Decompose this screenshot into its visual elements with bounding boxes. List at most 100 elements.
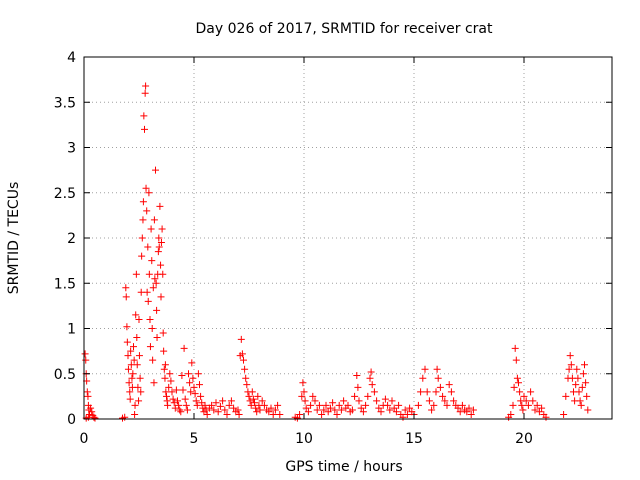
data-point bbox=[142, 184, 150, 192]
data-point bbox=[254, 392, 262, 400]
data-point bbox=[519, 406, 527, 414]
data-point bbox=[81, 350, 89, 358]
data-point bbox=[329, 399, 337, 407]
data-point bbox=[524, 401, 532, 409]
data-point bbox=[91, 414, 99, 422]
x-tick-label: 10 bbox=[295, 431, 313, 447]
data-point bbox=[126, 395, 134, 403]
data-point bbox=[180, 344, 188, 352]
data-point bbox=[450, 397, 458, 405]
y-tick-label: 3.5 bbox=[54, 95, 76, 111]
data-point bbox=[520, 392, 528, 400]
data-point bbox=[221, 406, 229, 414]
data-point bbox=[445, 381, 453, 389]
data-point bbox=[237, 335, 245, 343]
data-point bbox=[150, 379, 158, 387]
data-point bbox=[512, 356, 520, 364]
data-point bbox=[403, 410, 411, 418]
data-point bbox=[131, 401, 139, 409]
data-point bbox=[432, 388, 440, 396]
data-point bbox=[175, 401, 183, 409]
data-point bbox=[163, 392, 170, 400]
data-point bbox=[256, 406, 264, 414]
data-point bbox=[161, 361, 169, 369]
data-point bbox=[414, 401, 422, 409]
data-point bbox=[362, 401, 370, 409]
data-point bbox=[149, 284, 157, 292]
data-point bbox=[161, 374, 169, 382]
data-point bbox=[370, 388, 378, 396]
data-point bbox=[576, 397, 584, 405]
data-point bbox=[531, 406, 539, 414]
data-point bbox=[298, 392, 306, 400]
data-point bbox=[301, 397, 309, 405]
data-point bbox=[214, 408, 222, 416]
data-point bbox=[518, 401, 526, 409]
data-point bbox=[368, 381, 376, 389]
data-point bbox=[510, 383, 518, 391]
data-point bbox=[375, 404, 383, 412]
data-point bbox=[423, 388, 431, 396]
data-point bbox=[160, 347, 168, 355]
data-point bbox=[159, 270, 167, 278]
chart-title: Day 026 of 2017, SRMTID for receiver cra… bbox=[196, 21, 493, 37]
data-point bbox=[456, 408, 464, 416]
data-point bbox=[134, 383, 142, 391]
points-layer bbox=[81, 82, 592, 422]
data-point bbox=[121, 413, 129, 421]
data-point bbox=[140, 112, 148, 120]
data-point bbox=[202, 406, 210, 414]
data-point bbox=[124, 365, 132, 373]
data-point bbox=[443, 401, 451, 409]
x-axis-label: GPS time / hours bbox=[285, 459, 402, 475]
data-point bbox=[469, 406, 477, 414]
y-tick-label: 2.5 bbox=[54, 186, 76, 202]
data-point bbox=[189, 374, 197, 382]
data-point bbox=[367, 368, 375, 376]
data-point bbox=[249, 395, 257, 403]
data-point bbox=[296, 410, 304, 418]
data-point bbox=[293, 414, 301, 422]
data-point bbox=[191, 390, 199, 398]
data-point bbox=[139, 198, 147, 206]
data-point bbox=[260, 401, 268, 409]
data-point bbox=[186, 379, 194, 387]
data-point bbox=[579, 370, 587, 378]
data-point bbox=[149, 356, 157, 364]
data-point bbox=[208, 401, 216, 409]
data-point bbox=[533, 401, 541, 409]
data-point bbox=[143, 207, 151, 215]
data-point bbox=[137, 288, 145, 296]
data-point bbox=[388, 397, 396, 405]
data-point bbox=[386, 406, 394, 414]
data-point bbox=[320, 406, 328, 414]
data-point bbox=[157, 261, 165, 269]
data-point bbox=[535, 408, 543, 416]
data-point bbox=[458, 401, 466, 409]
data-point bbox=[82, 356, 90, 364]
data-point bbox=[122, 284, 130, 292]
y-axis-label: SRMTID / TECUs bbox=[6, 182, 22, 295]
data-point bbox=[390, 404, 398, 412]
data-point bbox=[242, 374, 250, 382]
data-point bbox=[322, 401, 330, 409]
data-point bbox=[144, 243, 152, 251]
data-point bbox=[366, 374, 374, 382]
data-point bbox=[562, 392, 570, 400]
data-point bbox=[126, 388, 134, 396]
data-point bbox=[324, 408, 332, 416]
data-point bbox=[124, 352, 132, 360]
data-point bbox=[141, 125, 148, 133]
data-point bbox=[434, 374, 442, 382]
data-point bbox=[392, 408, 400, 416]
data-point bbox=[131, 410, 139, 418]
data-point bbox=[447, 388, 455, 396]
grid bbox=[84, 57, 612, 419]
data-point bbox=[133, 361, 141, 369]
data-point bbox=[511, 344, 519, 352]
data-point bbox=[88, 408, 96, 416]
data-point bbox=[174, 397, 181, 405]
data-point bbox=[159, 329, 167, 337]
data-point bbox=[135, 315, 143, 323]
data-point bbox=[160, 365, 168, 373]
